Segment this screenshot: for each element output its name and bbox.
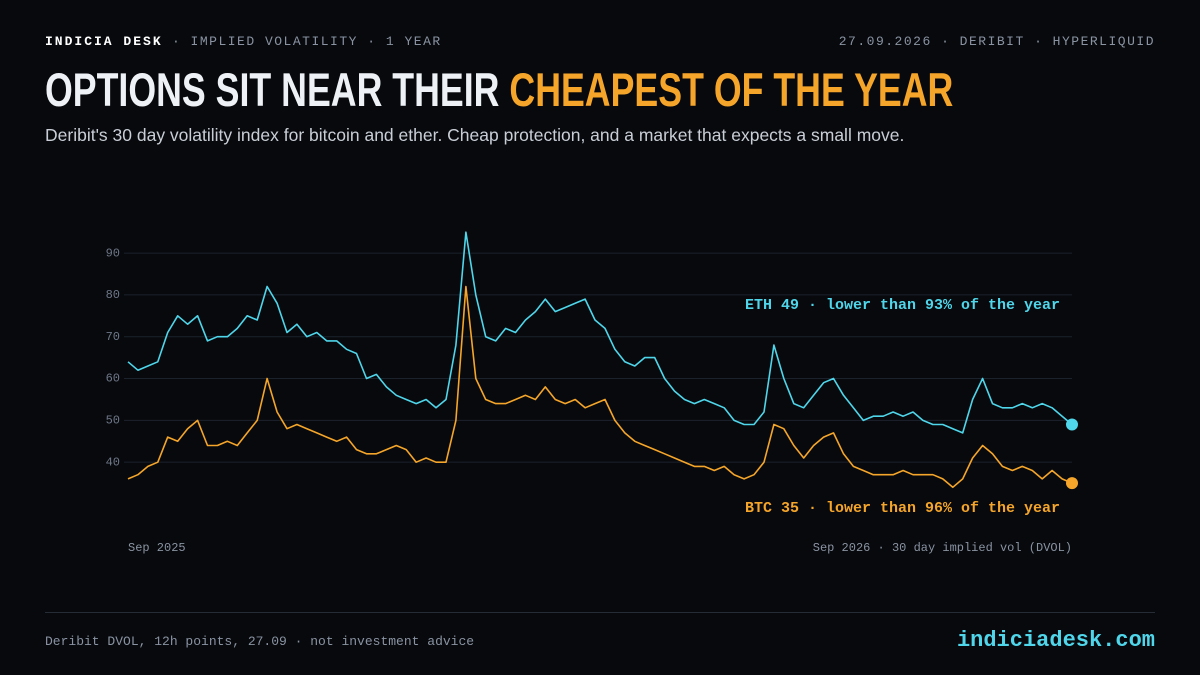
end-dot [1066, 477, 1078, 490]
series-line [127, 231, 1073, 434]
series-line [127, 285, 1073, 489]
context: · IMPLIED VOLATILITY · 1 YEAR [171, 34, 442, 49]
y-tick-label: 90 [106, 246, 120, 260]
y-tick-label: 40 [106, 455, 120, 469]
y-tick-label: 70 [106, 330, 120, 344]
series-annotation: BTC 35 · lower than 96% of the year [745, 500, 1060, 517]
footer-rule [45, 612, 1155, 613]
end-dot [1066, 418, 1078, 431]
site-link[interactable]: indiciadesk.com [956, 628, 1155, 653]
x-axis-label: Sep 2026 · 30 day implied vol (DVOL) [813, 541, 1072, 555]
y-tick-label: 50 [106, 414, 120, 428]
footer-note: Deribit DVOL, 12h points, 27.09 · not in… [45, 634, 475, 649]
title-highlight: CHEAPEST OF THE YEAR [509, 63, 954, 116]
title-main: OPTIONS SIT NEAR THEIR [45, 63, 510, 116]
y-tick-label: 80 [106, 288, 120, 302]
brand: INDICIA DESK [45, 34, 163, 49]
chart-title: OPTIONS SIT NEAR THEIR CHEAPEST OF THE Y… [45, 62, 953, 117]
subtitle: Deribit's 30 day volatility index for bi… [45, 125, 905, 145]
y-tick-label: 60 [106, 372, 120, 386]
series-annotation: ETH 49 · lower than 93% of the year [745, 297, 1060, 314]
x-tick-label: Sep 2025 [128, 541, 186, 555]
header-meta: 27.09.2026 · DERIBIT · HYPERLIQUID [838, 34, 1155, 49]
header-left: INDICIA DESK · IMPLIED VOLATILITY · 1 YE… [45, 34, 442, 49]
